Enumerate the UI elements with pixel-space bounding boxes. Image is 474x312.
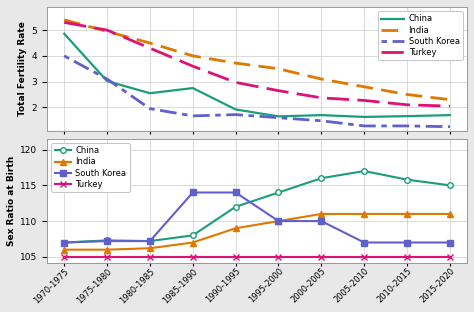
South Korea <box>190 114 196 118</box>
Turkey <box>190 64 196 68</box>
Turkey <box>319 96 324 100</box>
South Korea <box>233 191 238 194</box>
Turkey <box>404 255 410 259</box>
China <box>61 32 67 36</box>
India <box>104 30 110 33</box>
India <box>190 241 196 244</box>
South Korea <box>190 191 196 194</box>
Turkey <box>361 99 367 102</box>
Line: South Korea: South Korea <box>64 56 450 127</box>
China <box>276 191 282 194</box>
India <box>147 246 153 250</box>
India <box>447 212 453 216</box>
Turkey <box>447 255 453 259</box>
South Korea <box>61 54 67 58</box>
China <box>104 79 110 83</box>
China <box>104 238 110 242</box>
Legend: China, India, South Korea, Turkey: China, India, South Korea, Turkey <box>51 143 130 192</box>
Turkey <box>190 255 196 259</box>
China <box>147 91 153 95</box>
India <box>404 93 410 96</box>
China <box>147 239 153 243</box>
India <box>190 54 196 58</box>
India <box>104 248 110 251</box>
Y-axis label: Total Fertility Rate: Total Fertility Rate <box>18 21 27 116</box>
China <box>404 114 410 118</box>
South Korea <box>276 116 282 119</box>
South Korea <box>147 107 153 110</box>
Line: China: China <box>64 34 450 117</box>
Turkey <box>147 46 153 50</box>
India <box>233 226 238 230</box>
India <box>61 18 67 22</box>
Line: South Korea: South Korea <box>62 190 453 245</box>
South Korea <box>104 239 110 243</box>
Line: Turkey: Turkey <box>64 22 450 106</box>
Turkey <box>276 255 282 259</box>
Turkey <box>447 104 453 108</box>
Turkey <box>104 28 110 32</box>
Turkey <box>361 255 367 259</box>
Turkey <box>61 21 67 24</box>
India <box>361 212 367 216</box>
India <box>404 212 410 216</box>
India <box>233 61 238 65</box>
India <box>147 41 153 45</box>
Turkey <box>61 255 67 259</box>
China <box>276 115 282 118</box>
South Korea <box>447 125 453 129</box>
South Korea <box>404 124 410 128</box>
South Korea <box>147 239 153 243</box>
China <box>361 169 367 173</box>
Turkey <box>404 103 410 107</box>
Y-axis label: Sex Ratio at Birth: Sex Ratio at Birth <box>7 156 16 246</box>
China <box>233 205 238 209</box>
Turkey <box>104 255 110 259</box>
China <box>404 178 410 182</box>
China <box>319 176 324 180</box>
South Korea <box>404 241 410 244</box>
South Korea <box>447 241 453 244</box>
India <box>61 248 67 251</box>
South Korea <box>319 219 324 223</box>
Line: India: India <box>62 211 453 252</box>
South Korea <box>233 113 238 116</box>
China <box>447 113 453 117</box>
South Korea <box>61 241 67 244</box>
China <box>190 86 196 90</box>
India <box>319 77 324 81</box>
China <box>319 113 324 117</box>
Line: India: India <box>64 20 450 100</box>
China <box>361 115 367 119</box>
China <box>61 241 67 244</box>
South Korea <box>319 119 324 123</box>
South Korea <box>361 241 367 244</box>
India <box>447 98 453 101</box>
Turkey <box>276 89 282 93</box>
Turkey <box>147 255 153 259</box>
Legend: China, India, South Korea, Turkey: China, India, South Korea, Turkey <box>378 11 463 60</box>
Line: Turkey: Turkey <box>62 254 453 260</box>
Line: China: China <box>62 168 453 245</box>
China <box>447 183 453 187</box>
India <box>361 85 367 89</box>
India <box>276 67 282 71</box>
Turkey <box>233 255 238 259</box>
South Korea <box>361 124 367 128</box>
South Korea <box>104 77 110 81</box>
India <box>276 219 282 223</box>
Turkey <box>233 80 238 84</box>
India <box>319 212 324 216</box>
South Korea <box>276 219 282 223</box>
Turkey <box>319 255 324 259</box>
China <box>233 108 238 111</box>
China <box>190 233 196 237</box>
